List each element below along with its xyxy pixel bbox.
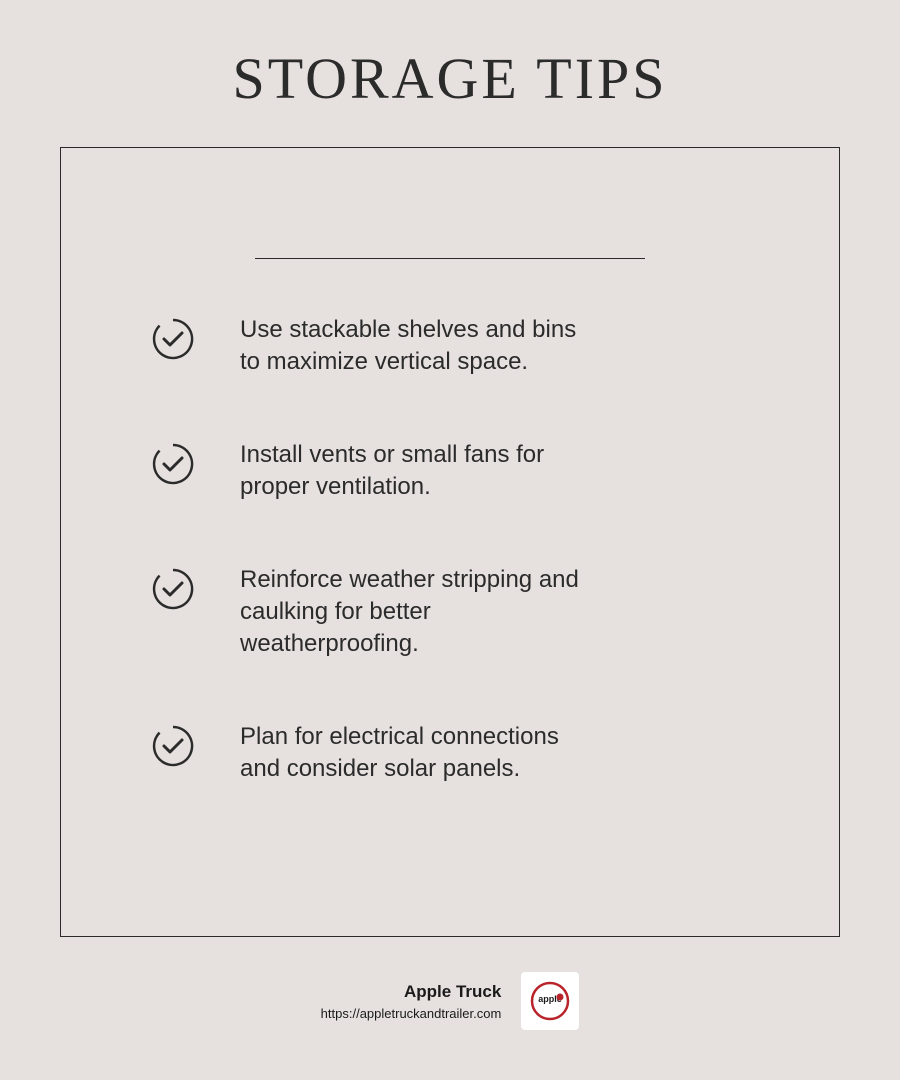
tip-item: Plan for electrical connections and cons… [151, 721, 749, 786]
tip-text: Plan for electrical connections and cons… [240, 721, 600, 786]
brand-url: https://appletruckandtrailer.com [321, 1006, 502, 1021]
tip-text: Use stackable shelves and bins to maximi… [240, 314, 600, 379]
tip-text: Reinforce weather stripping and caulking… [240, 564, 600, 661]
content-box: Use stackable shelves and bins to maximi… [60, 147, 840, 937]
brand-name: Apple Truck [321, 982, 502, 1002]
page-title: STORAGE TIPS [0, 0, 900, 112]
check-circle-icon [151, 724, 195, 768]
tip-item: Install vents or small fans for proper v… [151, 439, 749, 504]
check-circle-icon [151, 567, 195, 611]
footer-text: Apple Truck https://appletruckandtrailer… [321, 982, 502, 1021]
tip-item: Reinforce weather stripping and caulking… [151, 564, 749, 661]
logo-box: apple [521, 972, 579, 1030]
footer: Apple Truck https://appletruckandtrailer… [0, 972, 900, 1030]
apple-logo-icon: apple [529, 980, 571, 1022]
tip-text: Install vents or small fans for proper v… [240, 439, 600, 504]
check-circle-icon [151, 442, 195, 486]
tips-list: Use stackable shelves and bins to maximi… [151, 314, 749, 786]
divider-line [255, 258, 645, 259]
check-circle-icon [151, 317, 195, 361]
tip-item: Use stackable shelves and bins to maximi… [151, 314, 749, 379]
